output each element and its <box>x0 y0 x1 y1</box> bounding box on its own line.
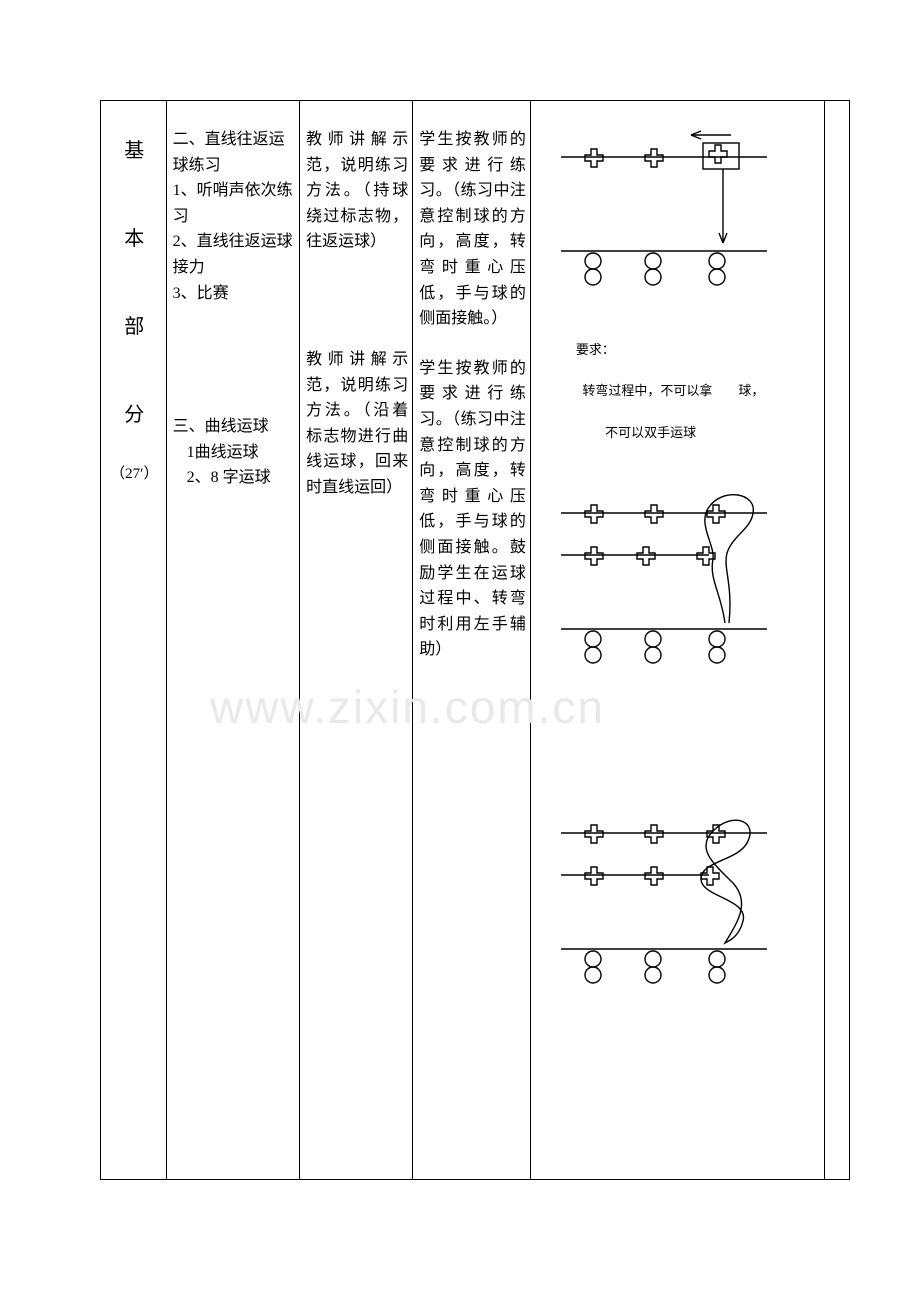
teacher-block2: 教师讲解示范，说明练习方法。（沿着标志物进行曲线运球，回来时直线运回） <box>306 347 408 501</box>
requirement-block: 要求： 转弯过程中，不可以拿 球， 不可以双手运球 <box>537 319 820 465</box>
student-cell: 学生按教师的要求进行练习。（练习中注意控制球的方向，高度，转弯时重心压低，手与球… <box>413 101 531 1180</box>
student-block1: 学生按教师的要求进行练习。（练习中注意控制球的方向，高度，转弯时重心压低，手与球… <box>419 127 526 332</box>
narrow-end-cell <box>825 101 850 1180</box>
content-block2-item2: 2、8 字运球 <box>173 465 296 491</box>
lesson-plan-table: 基 本 部 分 （27′） 二、直线往返运球练习 1、听哨声依次练习 2、直线往… <box>100 100 850 1180</box>
content-block2-item1: 1曲线运球 <box>173 440 296 466</box>
section-char-2: 本 <box>124 228 144 250</box>
content-block1-item1: 1、听哨声依次练习 <box>173 178 296 229</box>
diagram-cell: 要求： 转弯过程中，不可以拿 球， 不可以双手运球 <box>530 101 824 1180</box>
teacher-block1: 教师讲解示范，说明练习方法。（持球绕过标志物，往返运球） <box>306 127 408 255</box>
content-cell: 二、直线往返运球练习 1、听哨声依次练习 2、直线往返运球接力 3、比赛 三、曲… <box>166 101 300 1180</box>
section-char-4: 分 <box>124 404 144 426</box>
teacher-cell: 教师讲解示范，说明练习方法。（持球绕过标志物，往返运球） 教师讲解示范，说明练习… <box>300 101 413 1180</box>
diagram-straight-drill <box>537 127 820 297</box>
diagram-figure8-drill <box>537 803 820 1003</box>
section-label: 基 本 部 分 <box>107 107 162 459</box>
content-block-1: 二、直线往返运球练习 1、听哨声依次练习 2、直线往返运球接力 3、比赛 <box>173 127 296 306</box>
requirement-line1: 转弯过程中，不可以拿 球， <box>576 383 765 398</box>
content-block-2: 三、曲线运球 1曲线运球 2、8 字运球 <box>173 414 296 491</box>
section-char-1: 基 <box>124 140 144 162</box>
content-block1-item3: 3、比赛 <box>173 281 296 307</box>
content-block2-title: 三、曲线运球 <box>173 418 269 435</box>
section-cell: 基 本 部 分 （27′） <box>101 101 167 1180</box>
requirement-label: 要求： <box>576 342 615 357</box>
content-block1-title: 二、直线往返运球练习 <box>173 127 296 178</box>
student-block2: 学生按教师的要求进行练习。（练习中注意控制球的方向，高度，转弯时重心压低，手与球… <box>419 356 526 663</box>
content-block1-item2: 2、直线往返运球接力 <box>173 229 296 280</box>
section-time: （27′） <box>107 465 162 483</box>
section-char-3: 部 <box>124 316 144 338</box>
diagram-curve-drill <box>537 483 820 683</box>
requirement-line2: 不可以双手运球 <box>576 425 696 440</box>
